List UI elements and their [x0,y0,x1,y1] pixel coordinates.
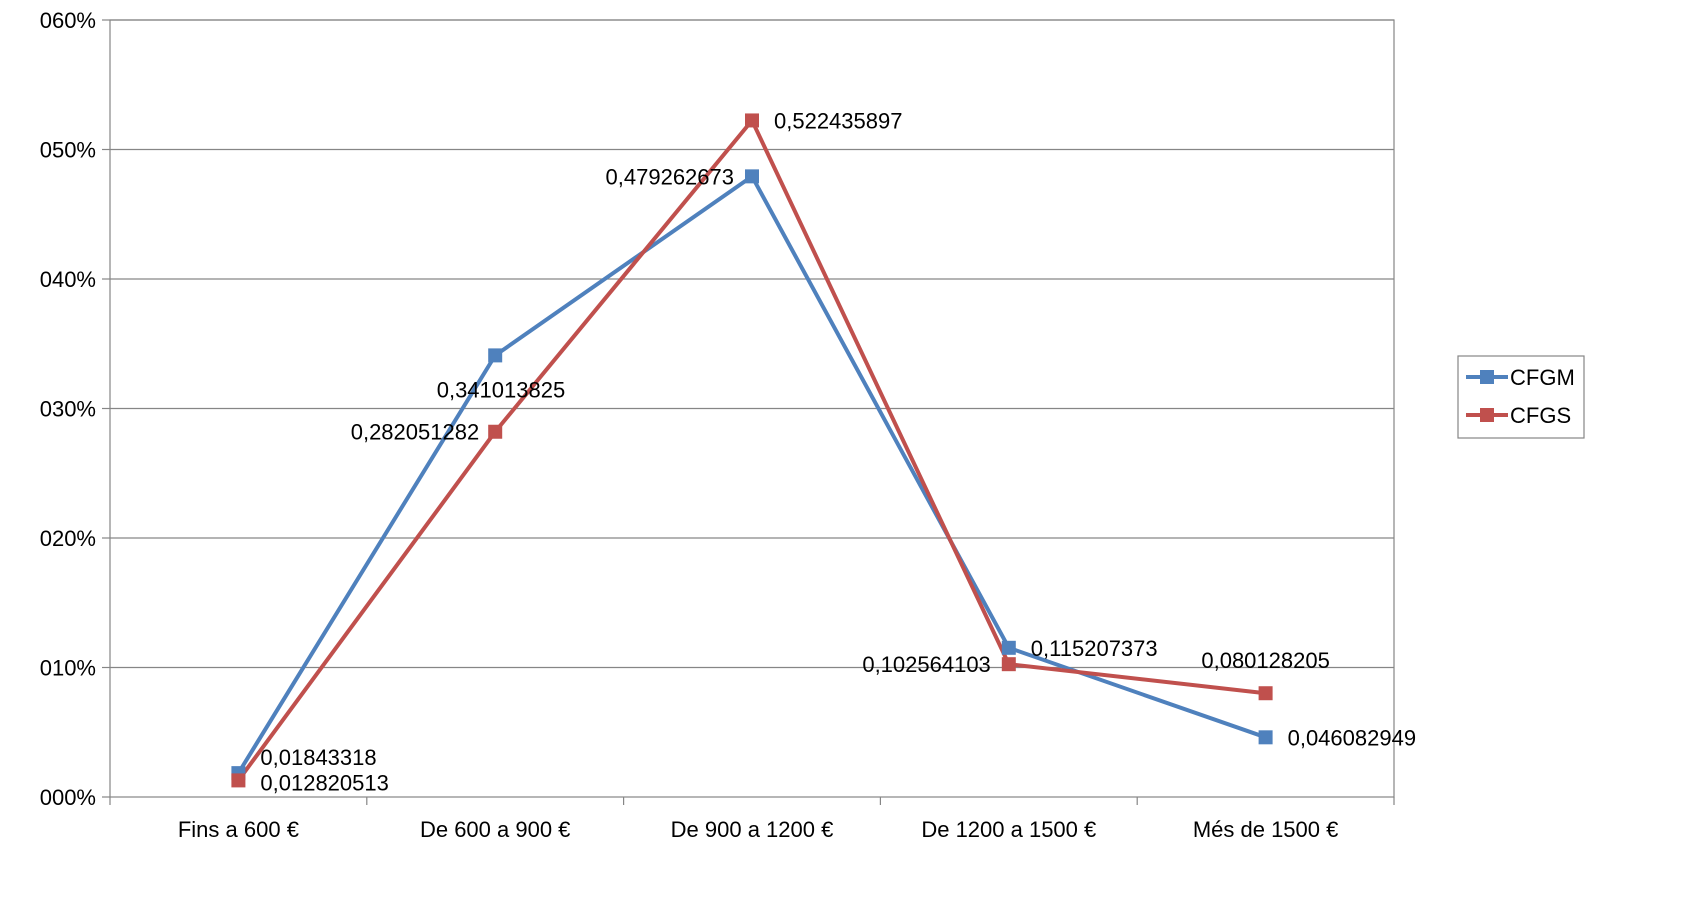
data-label-cfgs: 0,080128205 [1201,648,1329,673]
y-tick-label: 000% [40,785,96,810]
data-point-cfgs [1258,686,1273,701]
legend: CFGM CFGS [1457,355,1585,439]
data-label-cfgs: 0,012820513 [260,770,388,795]
data-point-cfgm [1001,640,1016,655]
data-point-cfgs [488,424,503,439]
data-label-cfgm: 0,046082949 [1288,725,1416,750]
x-tick-label: Més de 1500 € [1193,817,1339,842]
y-tick-label: 050% [40,138,96,163]
data-point-cfgs [231,773,246,788]
y-tick-label: 040% [40,267,96,292]
y-tick-label: 060% [40,8,96,33]
series-line-cfgs [236,118,1266,782]
plot-area-border [109,19,1395,798]
data-point-cfgm [1258,730,1273,745]
legend-swatch-marker [1480,370,1494,384]
x-tick-label: De 1200 a 1500 € [921,817,1096,842]
data-labels: 0,01843318 0,341013825 0,479262673 0,115207… [260,108,1416,795]
data-label-cfgs: 0,102564103 [862,652,990,677]
y-tick-label: 030% [40,397,96,422]
x-tick-label: De 600 a 900 € [420,817,570,842]
x-tick-label: De 900 a 1200 € [671,817,834,842]
data-point-cfgm [745,169,759,184]
data-label-cfgm: 0,01843318 [260,745,376,770]
x-tick-label: Fins a 600 € [178,817,299,842]
y-tick-label: 020% [40,526,96,551]
data-point-cfgm [488,348,503,363]
data-label-cfgs: 0,522435897 [774,108,902,133]
data-point-cfgs [745,113,759,128]
data-label-cfgm: 0,341013825 [437,377,565,402]
data-label-cfgs: 0,282051282 [351,420,479,445]
legend-entry-cfgs: CFGS [1510,403,1571,428]
legend-entry-cfgm: CFGM [1510,365,1575,390]
data-point-cfgs [1001,657,1016,672]
data-label-cfgm: 0,115207373 [1031,636,1158,661]
series-line-cfgm [236,174,1267,775]
axes: 000% 010% 020% 030% 040% 050% 060% Fins a 600 €… [40,8,1395,842]
series [231,113,1273,788]
legend-swatch-marker [1480,408,1494,422]
legend-box [1457,355,1585,439]
data-label-cfgm: 0,479262673 [606,164,734,189]
y-tick-label: 010% [40,656,96,681]
